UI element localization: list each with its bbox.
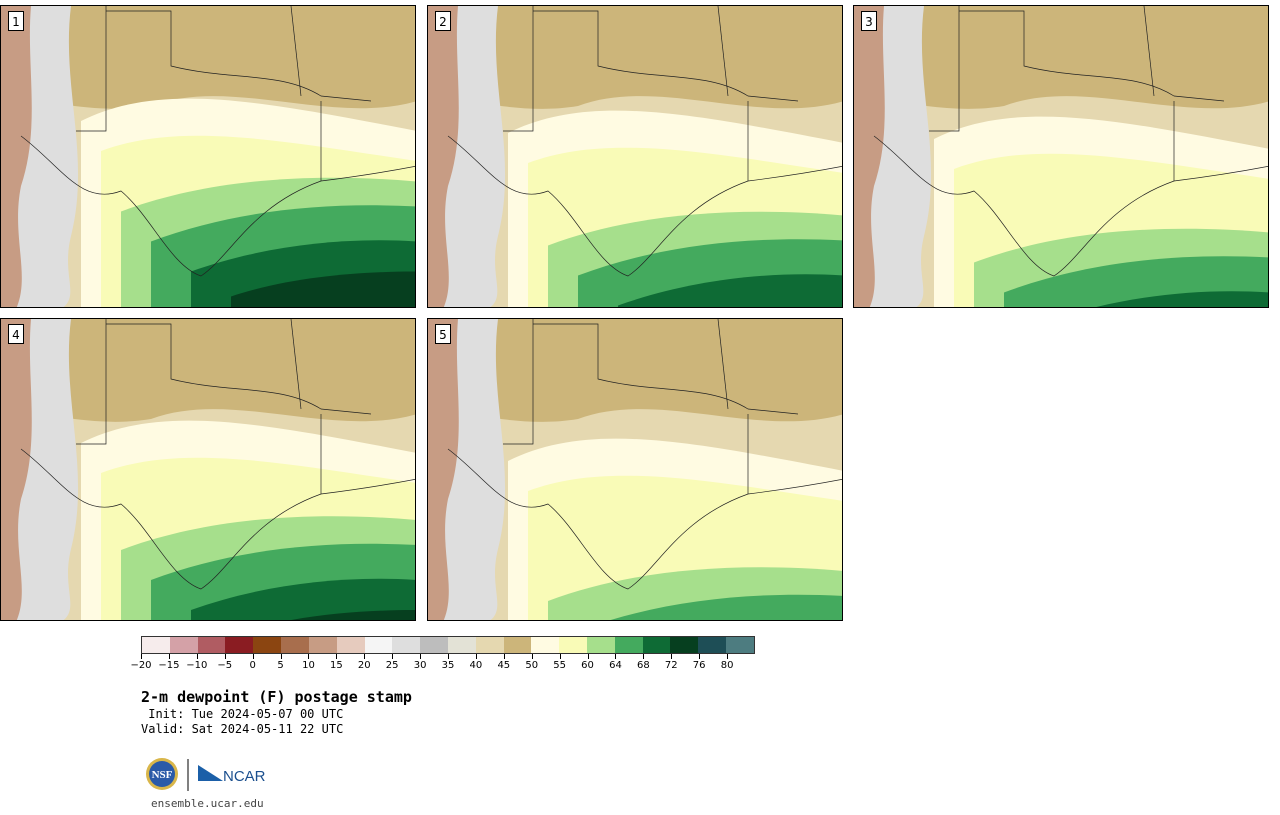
colorbar-tick-label: 35 <box>441 660 455 671</box>
colorbar-tick <box>420 654 422 659</box>
panel-number: 1 <box>8 11 24 31</box>
colorbar-tick-label: −20 <box>130 660 152 671</box>
stamp-panel-1: 1 <box>0 5 416 308</box>
colorbar-swatch <box>142 637 170 653</box>
colorbar-tick <box>252 654 254 659</box>
colorbar-tick-label: 64 <box>609 660 622 671</box>
stamp-panel-3: 3 <box>853 5 1269 308</box>
colorbar-tick <box>475 654 477 659</box>
ncar-logo-text: NCAR <box>223 768 266 785</box>
colorbar-tick <box>364 654 366 659</box>
colorbar-tick-label: 45 <box>497 660 511 671</box>
colorbar-tick-label: 76 <box>692 660 706 671</box>
colorbar-tick <box>196 654 198 659</box>
ncar-logo: NCAR <box>198 765 266 785</box>
logos: NSF NCAR <box>145 757 275 793</box>
colorbar-tick-label: 30 <box>413 660 427 671</box>
site-url[interactable]: ensemble.ucar.edu <box>151 797 264 810</box>
panel-number: 4 <box>8 324 24 344</box>
colorbar-tick <box>559 654 561 659</box>
colorbar-swatch <box>420 637 448 653</box>
init-time: Init: Tue 2024-05-07 00 UTC <box>141 707 344 721</box>
stamp-panel-4: 4 <box>0 318 416 621</box>
colorbar-swatch <box>253 637 282 653</box>
colorbar-swatch <box>614 637 643 653</box>
nsf-logo: NSF <box>146 758 178 790</box>
colorbar-tick-label: −5 <box>217 660 233 671</box>
colorbar-tick-label: 25 <box>385 660 399 671</box>
colorbar-swatch <box>447 637 476 653</box>
colorbar-tick <box>308 654 310 659</box>
colorbar-tick <box>531 654 533 659</box>
colorbar <box>141 636 755 654</box>
colorbar-tick-label: 72 <box>664 660 678 671</box>
stamp-panel-2: 2 <box>427 5 843 308</box>
colorbar-tick <box>587 654 589 659</box>
colorbar-swatch <box>364 637 393 653</box>
colorbar-tick <box>643 654 645 659</box>
dewpoint-map <box>1 6 415 307</box>
colorbar-tick-label: 20 <box>357 660 371 671</box>
dewpoint-map <box>428 319 842 620</box>
colorbar-tick <box>392 654 394 659</box>
colorbar-swatch <box>726 637 754 653</box>
colorbar-tick <box>224 654 226 659</box>
colorbar-tick-label: 50 <box>525 660 539 671</box>
dewpoint-map <box>428 6 842 307</box>
dewpoint-map <box>1 319 415 620</box>
colorbar-swatch <box>698 637 727 653</box>
colorbar-tick <box>671 654 673 659</box>
colorbar-swatch <box>642 637 671 653</box>
colorbar-tick-label: −10 <box>186 660 208 671</box>
colorbar-swatch <box>169 637 198 653</box>
colorbar-tick-label: 40 <box>469 660 483 671</box>
colorbar-tick-label: 5 <box>277 660 284 671</box>
colorbar-swatch <box>308 637 337 653</box>
colorbar-swatch <box>503 637 532 653</box>
valid-time: Valid: Sat 2024-05-11 22 UTC <box>141 722 344 736</box>
dewpoint-map <box>854 6 1268 307</box>
colorbar-tick-label: 10 <box>302 660 315 671</box>
panel-number: 2 <box>435 11 451 31</box>
colorbar-tick-label: 68 <box>636 660 650 671</box>
panel-number: 5 <box>435 324 451 344</box>
colorbar-swatch <box>225 637 254 653</box>
colorbar-swatch <box>392 637 421 653</box>
colorbar-swatch <box>670 637 699 653</box>
colorbar-swatch <box>559 637 587 653</box>
colorbar-tick-label: 0 <box>249 660 256 671</box>
colorbar-swatch <box>336 637 365 653</box>
colorbar-ticks: −20 −15 −10 −5 0 5 10 15 20 25 30 35 40 45 50 55 60 64 68 7… <box>130 654 755 674</box>
colorbar-tick-label: 15 <box>329 660 343 671</box>
colorbar-swatch <box>587 637 615 653</box>
colorbar-tick <box>448 654 449 659</box>
colorbar-tick-label: 80 <box>720 660 734 671</box>
colorbar-swatch <box>531 637 560 653</box>
panel-number: 3 <box>861 11 877 31</box>
colorbar-tick <box>141 654 142 659</box>
colorbar-tick-label: 60 <box>581 660 594 671</box>
colorbar-tick <box>503 654 505 659</box>
colorbar-swatch <box>197 637 226 653</box>
colorbar-tick <box>727 654 729 659</box>
colorbar-tick <box>336 654 338 659</box>
colorbar-tick <box>280 654 282 659</box>
nsf-logo-text: NSF <box>152 769 173 781</box>
colorbar-swatch <box>475 637 504 653</box>
colorbar-tick-label: −15 <box>158 660 180 671</box>
colorbar-tick <box>168 654 170 659</box>
figure-title: 2-m dewpoint (F) postage stamp <box>141 688 412 706</box>
colorbar-swatch <box>281 637 309 653</box>
colorbar-tick-label: 55 <box>553 660 566 671</box>
colorbar-tick <box>699 654 701 659</box>
colorbar-tick <box>615 654 617 659</box>
stamp-panel-5: 5 <box>427 318 843 621</box>
